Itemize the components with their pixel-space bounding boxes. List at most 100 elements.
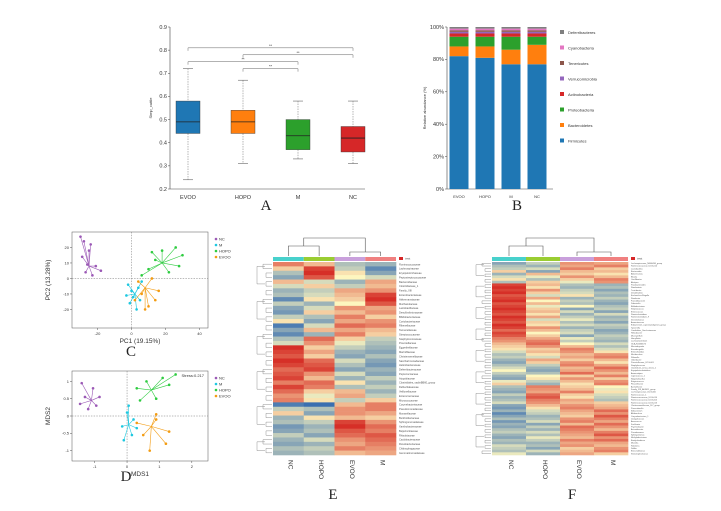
heatmap-cell [334, 428, 366, 434]
sample-point-hopo [135, 387, 139, 390]
heatmap-cell [334, 262, 366, 267]
spider-line-hopo [146, 381, 152, 391]
heatmap-cell [526, 326, 561, 330]
heatmap-cell [594, 353, 629, 357]
heatmap-cell [492, 425, 527, 429]
heatmap-cell [560, 334, 595, 338]
sample-point-m [122, 438, 126, 442]
row-dendrogram [265, 316, 272, 322]
row-label: Chitinophagaceae [399, 447, 420, 451]
heatmap-cell [365, 310, 397, 315]
heatmap-cell [560, 310, 595, 314]
heatmap-cell [594, 425, 629, 429]
row-label: Facklamia [631, 424, 641, 426]
row-label: Romboutsia [631, 286, 643, 289]
heatmap-cell [526, 310, 561, 314]
row-dendrogram [484, 332, 491, 336]
heatmap-cell [492, 291, 527, 295]
heatmap-cell [273, 319, 305, 324]
heatmap-cell [526, 390, 561, 394]
row-label: GCA-900066575 [631, 342, 647, 345]
row-label: Clostridiales_vadinBB60_group [399, 381, 436, 385]
heatmap-cell [334, 393, 366, 399]
heatmap-cell [492, 283, 527, 287]
x-tick-label: EVOO [453, 194, 465, 199]
spider-line-m [129, 293, 136, 304]
legend-label: EVOO [219, 393, 231, 398]
row-dendrogram [265, 378, 272, 383]
sample-point-evoo [135, 421, 139, 425]
heatmap-cell [365, 283, 397, 289]
heatmap-cell [492, 436, 527, 440]
x-tick-label: 2 [191, 464, 194, 469]
row-label: Flavobacteriaceae [399, 442, 421, 446]
row-label: Gemmatimonadaceae [399, 451, 425, 455]
heatmap-cell [303, 380, 335, 386]
box-nc [340, 126, 366, 153]
heatmap-cell [273, 376, 305, 381]
heatmap-cell [560, 371, 595, 375]
sample-point-evoo [150, 277, 154, 280]
x-tick-label: HOPO [479, 194, 491, 199]
sample-point-nc [80, 255, 84, 259]
stack-segment-cyanobacteria [475, 28, 495, 31]
sample-point-hopo [140, 274, 143, 277]
spider-line-hopo [136, 388, 152, 391]
heatmap-cell [303, 336, 335, 342]
legend-title: treat [405, 257, 410, 261]
heatmap-cell [303, 354, 335, 359]
heatmap-cell [492, 312, 527, 316]
heatmap-cell [594, 339, 629, 343]
heatmap-cell [303, 437, 335, 443]
heatmap-cell [492, 385, 527, 389]
row-label: Massilia [631, 443, 639, 445]
heatmap-cell [365, 411, 397, 416]
row-dendrogram [265, 395, 272, 401]
heatmap-cell [303, 384, 335, 390]
legend-marker [214, 255, 218, 259]
heatmap-cell [526, 444, 561, 448]
heatmap-cell [492, 409, 527, 413]
heatmap-cell [526, 262, 561, 265]
row-dendrogram [475, 414, 484, 426]
heatmap-cell [492, 310, 527, 314]
heatmap-cell [365, 345, 397, 351]
stress-annotation: Stress:0.217 [182, 373, 205, 378]
heatmap-cell [492, 377, 527, 381]
row-label: Sphingomonadaceae [399, 420, 424, 424]
heatmap-cell [560, 326, 595, 330]
heatmap-cell [594, 438, 629, 442]
heatmap-cell [492, 353, 527, 357]
heatmap-cell [560, 288, 595, 292]
stack-segment-bacteroidetes [475, 46, 495, 58]
y-tick-label: 20% [433, 154, 444, 160]
sample-point-evoo [154, 418, 158, 421]
row-label: Family_XIII [399, 289, 412, 293]
heatmap-cell [273, 275, 305, 280]
row-dendrogram [484, 391, 491, 395]
heatmap-cell [594, 275, 629, 279]
y-tick-label: -10 [63, 291, 70, 296]
spider-line-nc [91, 388, 94, 401]
row-label: Atopobiaceae [399, 376, 415, 380]
heatmap-cell [526, 278, 561, 282]
heatmap-cell [594, 278, 629, 282]
row-dendrogram [484, 354, 491, 358]
stack-segment-actinobacteria [475, 33, 495, 37]
spider-line-evoo [149, 426, 152, 451]
y-tick-label: 0.8 [159, 48, 167, 54]
row-dendrogram [484, 423, 491, 428]
stack-segment-cyanobacteria [527, 28, 547, 31]
heatmap-cell [273, 345, 305, 351]
panel-e-heatmap: RuminococcaceaeLachnospiraceaeErysipelot… [256, 237, 436, 479]
row-label: Peptostreptococcaceae [399, 275, 427, 279]
heatmap-cell [303, 310, 335, 315]
sample-point-evoo [157, 289, 160, 293]
panel-f-heatmap: Lachnospiraceae_NK4A136_groupRuminococca… [475, 237, 667, 479]
sample-point-hopo [138, 399, 142, 402]
heatmap-cell [560, 329, 595, 332]
legend-swatch [560, 76, 564, 81]
heatmap-cell [560, 446, 595, 450]
row-label: Deferribacteraceae [399, 368, 422, 372]
